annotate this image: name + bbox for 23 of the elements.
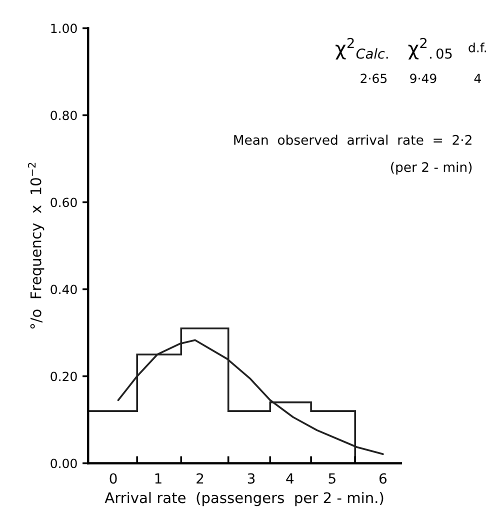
y-axis-title: °/o Frequency x 10$^{−2}$ [28, 162, 44, 329]
text: χ$^{2}$$_{.05}$ [408, 38, 452, 60]
x-tick-label: 3 [248, 473, 255, 484]
annotation: Mean observed arrival rate = 2·2 [234, 134, 472, 145]
text: 9·49 [410, 74, 436, 84]
y-tick-label: 1.00 [51, 24, 77, 34]
annotation: χ$^{2}$$_{Calc.}$ [336, 38, 388, 60]
y-tick-label: 0.40 [50, 284, 77, 294]
y-tick-label: 0.80 [50, 110, 77, 120]
x-tick-label: 2 [196, 473, 204, 484]
annotation: (per 2 - min) [391, 162, 472, 175]
x-tick-label: 1 [155, 473, 162, 484]
annotation: 2·65 [360, 74, 387, 84]
x-tick-label: 4 [286, 473, 294, 484]
text: d.f. [468, 42, 486, 52]
y-tick-label: 0.00 [50, 458, 77, 468]
x-tick-label: 5 [328, 473, 336, 484]
text: 4 [474, 74, 481, 83]
x-tick-label: 0 [110, 473, 117, 484]
x-axis-title: Arrival rate (passengers per 2 - min.) [104, 492, 384, 506]
y-tick-label: 0.20 [50, 372, 77, 382]
y-tick-label: 0.60 [50, 198, 77, 208]
x-tick-label: 6 [380, 473, 387, 484]
